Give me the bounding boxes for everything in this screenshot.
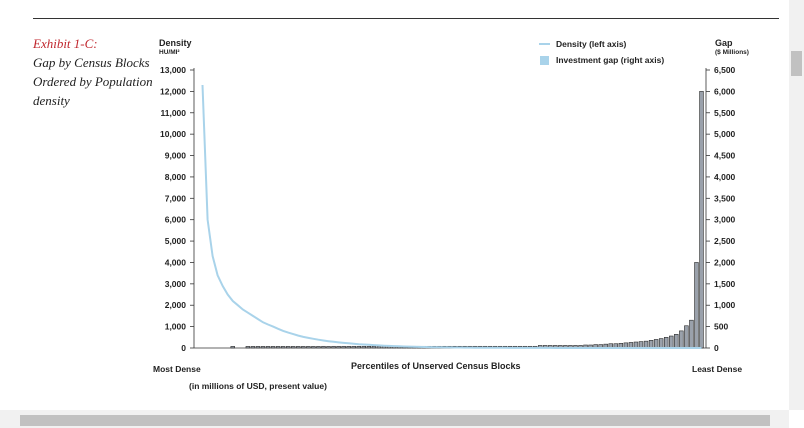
gap-bar (669, 335, 674, 349)
gap-bar (321, 345, 326, 349)
left-axis-title-text: Density (159, 38, 192, 48)
gap-bar (648, 340, 654, 349)
gap-bar (376, 345, 382, 349)
left-tick-label: 12,000 (160, 86, 186, 96)
left-tick-label: 8,000 (165, 172, 187, 182)
gap-bar (346, 345, 351, 349)
right-tick-label: 500 (714, 322, 728, 332)
left-tick-label: 2,000 (165, 300, 187, 310)
right-tick-label: 2,500 (714, 236, 736, 246)
gap-bar (341, 345, 346, 349)
left-tick-label: 5,000 (165, 236, 187, 246)
x-start-label: Most Dense (153, 364, 201, 374)
gap-bar (275, 346, 281, 349)
right-tick-label: 5,500 (714, 108, 736, 118)
gap-bar (689, 319, 694, 349)
gap-bar (306, 346, 311, 349)
left-axis-unit: HU/MI² (159, 49, 180, 56)
gap-bar (250, 346, 256, 349)
gap-bar (270, 346, 276, 349)
x-axis-title: Percentiles of Unserved Census Blocks (351, 361, 521, 371)
right-tick-label: 0 (714, 343, 719, 353)
right-tick-label: 6,500 (714, 65, 736, 75)
left-tick-label: 4,000 (165, 257, 187, 267)
right-tick-label: 1,000 (714, 300, 736, 310)
gap-bar (291, 346, 296, 349)
gap-bar (326, 346, 331, 349)
gap-bar (351, 345, 356, 349)
exhibit-caption: Exhibit 1-C: Gap by Census Blocks Ordere… (33, 34, 153, 110)
gap-bar (336, 345, 341, 349)
gap-bar (301, 346, 306, 349)
gap-bar (684, 325, 689, 349)
gap-bar (255, 346, 261, 349)
gap-bar (371, 345, 377, 349)
gap-bar (658, 338, 664, 349)
exhibit-label: Exhibit 1-C: (33, 36, 98, 51)
legend-entry-density: Density (left axis) (539, 36, 664, 52)
gap-bar (311, 346, 316, 349)
legend: Density (left axis) Investment gap (righ… (539, 36, 664, 68)
x-end-label: Least Dense (692, 364, 743, 374)
gap-bar (674, 334, 679, 349)
legend-gap-label: Investment gap (right axis) (556, 55, 665, 65)
left-tick-label: 3,000 (165, 279, 187, 289)
right-axis-title: Gap ($ Millions) (715, 38, 749, 56)
right-tick-label: 6,000 (714, 86, 736, 96)
left-tick-label: 11,000 (160, 108, 186, 118)
gap-bar (679, 330, 684, 349)
gap-bar (694, 262, 699, 349)
gap-bar (230, 346, 235, 349)
vertical-scrollbar[interactable] (789, 0, 804, 410)
gap-bar (331, 345, 336, 349)
left-tick-label: 13,000 (160, 65, 186, 75)
left-tick-label: 6,000 (165, 215, 187, 225)
right-axis-unit: ($ Millions) (715, 49, 749, 56)
gap-bar (653, 339, 659, 349)
gap-bar (260, 346, 266, 349)
gap-bar (265, 346, 271, 349)
gap-bar (366, 345, 372, 349)
density-line (201, 84, 702, 349)
legend-entry-gap: Investment gap (right axis) (539, 52, 664, 68)
left-axis-title: Density HU/MI² (159, 38, 192, 56)
right-tick-label: 4,000 (714, 172, 736, 182)
gap-bar (285, 346, 291, 349)
left-tick-label: 7,000 (165, 193, 187, 203)
right-tick-label: 2,000 (714, 257, 736, 267)
right-tick-label: 3,500 (714, 193, 736, 203)
right-tick-label: 3,000 (714, 215, 736, 225)
exhibit-title: Gap by Census Blocks Ordered by Populati… (33, 55, 153, 108)
gap-bar (280, 346, 286, 349)
gap-bar (643, 340, 649, 349)
gap-bar (316, 346, 321, 349)
right-tick-label: 4,500 (714, 151, 736, 161)
gap-bar (361, 345, 367, 349)
left-tick-label: 9,000 (165, 151, 187, 161)
legend-line-swatch (539, 43, 550, 45)
gap-bar (663, 337, 669, 349)
right-axis-title-text: Gap (715, 38, 733, 48)
gap-bar (356, 345, 361, 349)
left-tick-label: 1,000 (165, 322, 187, 332)
gap-bar (296, 346, 301, 349)
left-tick-label: 0 (181, 343, 186, 353)
top-rule (33, 18, 779, 19)
left-tick-label: 10,000 (160, 129, 186, 139)
legend-density-label: Density (left axis) (556, 39, 627, 49)
right-tick-label: 5,000 (714, 129, 736, 139)
vertical-scrollbar-thumb[interactable] (791, 51, 802, 76)
right-tick-label: 1,500 (714, 279, 736, 289)
gap-bar (245, 346, 251, 349)
x-note: (in millions of USD, present value) (189, 381, 327, 391)
gap-bar (699, 91, 704, 349)
legend-bar-swatch (540, 55, 549, 65)
horizontal-scrollbar-thumb[interactable] (20, 415, 770, 426)
